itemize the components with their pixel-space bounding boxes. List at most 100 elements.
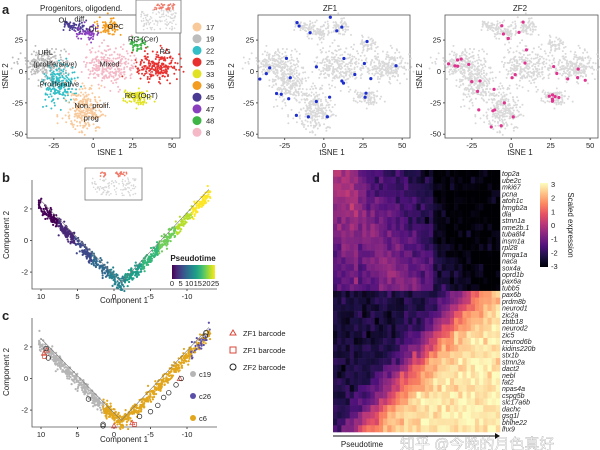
cell-point	[527, 17, 530, 20]
cell-point	[380, 60, 383, 63]
cell-point	[86, 43, 89, 46]
cell-point	[296, 76, 299, 79]
cell-point	[74, 128, 77, 131]
cell-point	[371, 40, 374, 43]
cell-point	[46, 57, 49, 60]
cell-point	[302, 123, 305, 126]
cell-point	[324, 96, 327, 99]
cell-point	[488, 82, 491, 85]
cell-point	[126, 65, 129, 68]
cell-point	[561, 98, 564, 101]
cell-point	[43, 73, 46, 76]
cell-point	[64, 21, 67, 24]
cell-point	[568, 72, 571, 75]
inset-point	[171, 17, 173, 20]
cell-point	[93, 72, 96, 75]
cell-point	[304, 115, 307, 118]
cell-point	[314, 21, 317, 24]
cell-point	[482, 94, 485, 97]
cell-point	[477, 56, 480, 59]
cell-point	[89, 72, 92, 75]
cell-point	[327, 64, 330, 67]
cell-point	[376, 90, 379, 93]
cell-point	[587, 62, 590, 65]
cell-point	[307, 76, 310, 79]
cell-point	[107, 32, 110, 35]
cell-point	[157, 69, 160, 72]
cell-point	[271, 62, 274, 65]
cell-point	[502, 122, 505, 125]
cell-point	[312, 111, 315, 114]
cell-point	[295, 50, 298, 53]
cell-point	[289, 53, 292, 56]
cell-point	[327, 106, 330, 109]
cell-point	[298, 78, 301, 81]
cell-point	[315, 19, 318, 22]
cell-point	[73, 113, 76, 116]
cell-point	[108, 76, 111, 79]
cell-point	[458, 62, 461, 65]
x-tick-label: -25	[466, 141, 477, 150]
cell-point	[584, 67, 587, 70]
cell-point	[320, 70, 323, 73]
cell-point	[36, 53, 39, 56]
cell-point	[580, 72, 583, 75]
cell-point	[283, 85, 286, 88]
cell-point	[537, 45, 540, 48]
cell-point	[63, 90, 66, 93]
cell-point	[330, 31, 333, 34]
cell-point	[534, 77, 537, 80]
cell-point	[553, 107, 556, 110]
cell-point	[138, 69, 141, 72]
cell-point	[150, 72, 153, 75]
cell-point	[39, 68, 42, 71]
cell-point	[514, 101, 517, 104]
cell-point	[507, 34, 510, 37]
cell-point	[321, 92, 324, 95]
cell-point	[504, 127, 507, 130]
cell-point	[452, 44, 455, 47]
cell-point	[106, 63, 109, 66]
cell-point	[100, 31, 103, 34]
cell-point	[118, 53, 121, 56]
cell-point	[143, 94, 146, 97]
cell-point	[142, 103, 145, 106]
cell-point	[309, 88, 312, 91]
cell-point	[113, 51, 116, 54]
cell-point	[321, 117, 324, 120]
cell-point	[51, 99, 54, 102]
cell-point	[127, 269, 130, 272]
cell-point	[95, 60, 98, 63]
cell-point	[61, 117, 64, 120]
cell-point	[306, 120, 309, 123]
cell-point	[143, 55, 146, 58]
cell-point	[341, 66, 344, 69]
cell-point	[516, 87, 519, 90]
cell-point	[528, 23, 531, 26]
cell-point	[96, 22, 99, 25]
cell-point	[479, 82, 482, 85]
cell-point	[507, 25, 510, 28]
cell-point	[132, 67, 135, 70]
cell-point	[562, 41, 565, 44]
cell-point	[496, 131, 499, 134]
cell-point	[182, 70, 185, 73]
cell-point	[85, 61, 88, 64]
cell-point	[47, 95, 50, 98]
cell-point	[392, 62, 395, 65]
cell-point	[355, 60, 358, 63]
cell-point	[95, 65, 98, 68]
cell-point	[431, 61, 434, 64]
cell-point	[525, 32, 528, 35]
cell-point	[82, 30, 85, 33]
cluster-legend-label: 25	[206, 58, 214, 67]
cell-point	[24, 57, 27, 60]
cell-point	[77, 37, 80, 40]
cell-point	[285, 89, 288, 92]
cell-point	[443, 72, 446, 75]
cell-point	[465, 55, 468, 58]
cell-point	[582, 51, 585, 54]
cell-point	[564, 58, 567, 61]
cell-point	[342, 60, 345, 63]
cell-point	[331, 41, 334, 44]
